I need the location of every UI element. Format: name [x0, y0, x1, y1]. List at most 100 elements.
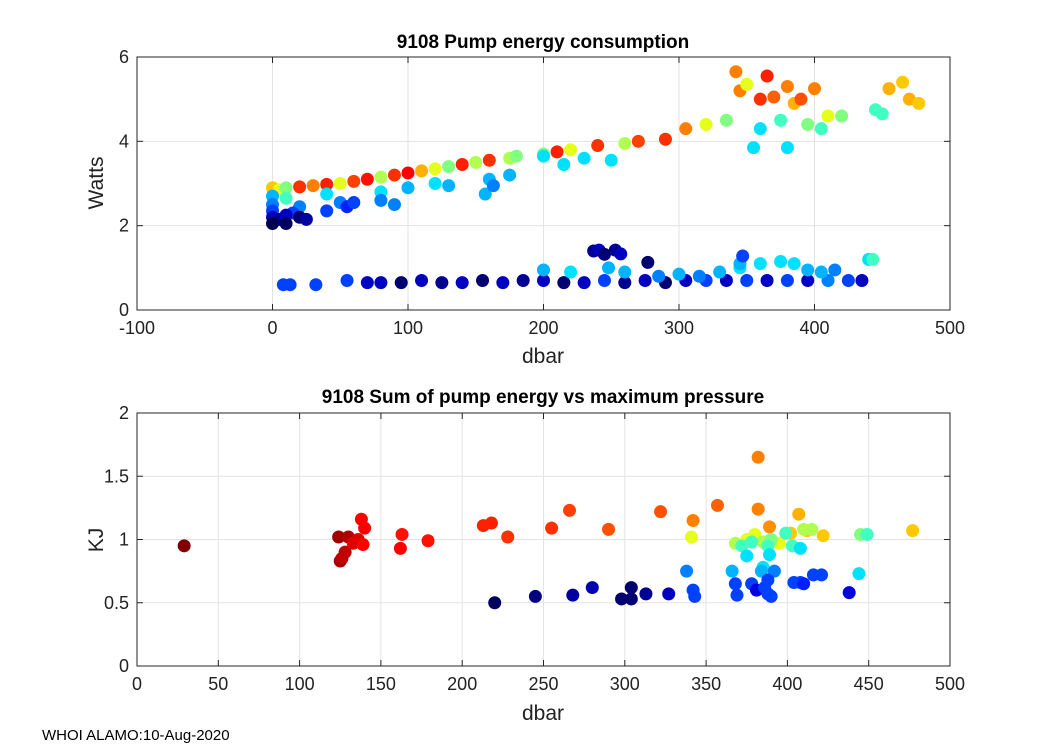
- data-point: [740, 273, 754, 287]
- data-point: [501, 530, 515, 544]
- data-point: [332, 530, 346, 544]
- data-point: [320, 187, 334, 201]
- data-point: [794, 92, 808, 106]
- data-point: [767, 90, 781, 104]
- y-tick-label: 1.5: [104, 466, 129, 486]
- x-tick-label: 300: [664, 318, 694, 338]
- data-point: [395, 527, 409, 541]
- data-point: [618, 276, 632, 290]
- data-point: [347, 174, 361, 188]
- data-point: [482, 153, 496, 167]
- data-point: [801, 273, 815, 287]
- data-point: [793, 541, 807, 555]
- data-point: [797, 577, 811, 591]
- data-point: [415, 273, 429, 287]
- data-point: [566, 588, 580, 602]
- data-point: [415, 164, 429, 178]
- y-tick-label: 0: [119, 300, 129, 320]
- data-point: [747, 141, 761, 155]
- data-point: [875, 107, 889, 121]
- data-point: [814, 122, 828, 136]
- data-point: [780, 141, 794, 155]
- data-point: [435, 276, 449, 290]
- x-tick-label: 150: [366, 674, 396, 694]
- data-point: [615, 592, 629, 606]
- data-point: [631, 134, 645, 148]
- data-point: [602, 522, 616, 536]
- y-tick-label: 0: [119, 656, 129, 676]
- x-tick-label: 500: [935, 318, 965, 338]
- x-tick-label: 450: [854, 674, 884, 694]
- data-point: [662, 587, 676, 601]
- chart-title: 9108 Sum of pump energy vs maximum press…: [322, 387, 764, 408]
- footer-credit: WHOI ALAMO:10-Aug-2020: [42, 727, 230, 744]
- data-point: [866, 252, 880, 266]
- data-point: [374, 193, 388, 207]
- data-point: [835, 109, 849, 123]
- data-point: [309, 278, 323, 292]
- data-point: [852, 567, 866, 581]
- data-point: [792, 507, 806, 521]
- data-point: [545, 521, 559, 535]
- x-tick-label: 350: [691, 674, 721, 694]
- data-point: [780, 273, 794, 287]
- data-point: [421, 534, 435, 548]
- data-point: [672, 267, 686, 281]
- data-point: [638, 273, 652, 287]
- data-point: [279, 191, 293, 205]
- data-point: [896, 75, 910, 89]
- data-point: [808, 82, 821, 96]
- data-point: [338, 545, 352, 559]
- data-point: [387, 168, 401, 182]
- scatter-points: [266, 65, 926, 292]
- data-point: [557, 158, 571, 172]
- x-tick-label: 250: [528, 674, 558, 694]
- data-point: [855, 273, 869, 287]
- data-point: [340, 273, 354, 287]
- x-tick-label: 100: [285, 674, 315, 694]
- data-point: [654, 505, 668, 519]
- data-point: [496, 276, 510, 290]
- y-tick-label: 6: [119, 47, 129, 67]
- data-point: [828, 263, 842, 277]
- data-point: [618, 136, 632, 150]
- data-point: [751, 502, 765, 516]
- data-point: [293, 180, 307, 194]
- data-point: [442, 179, 456, 193]
- data-point: [469, 155, 483, 169]
- x-axis-label: dbar: [522, 345, 564, 368]
- data-point: [713, 265, 727, 279]
- data-point: [710, 498, 724, 512]
- data-point: [740, 77, 754, 91]
- data-point: [428, 162, 442, 176]
- x-tick-label: -100: [119, 318, 155, 338]
- data-point: [394, 276, 408, 290]
- data-point: [360, 172, 374, 186]
- x-tick-label: 0: [267, 318, 277, 338]
- data-point: [774, 255, 788, 269]
- data-point: [692, 269, 706, 283]
- data-point: [763, 548, 777, 562]
- data-point: [356, 538, 370, 552]
- data-point: [577, 276, 591, 290]
- data-point: [374, 170, 388, 184]
- data-point: [550, 145, 564, 159]
- data-point: [658, 132, 672, 146]
- data-point: [753, 257, 767, 271]
- data-point: [618, 265, 632, 279]
- data-point: [805, 522, 819, 536]
- data-point: [736, 249, 750, 263]
- y-axis-label: KJ: [85, 528, 108, 553]
- data-point: [906, 524, 920, 538]
- data-point: [787, 257, 801, 271]
- data-point: [320, 204, 334, 218]
- data-point: [509, 149, 523, 163]
- data-point: [455, 276, 469, 290]
- data-point: [577, 151, 591, 165]
- data-point: [455, 158, 469, 172]
- data-point: [360, 276, 374, 290]
- data-point: [564, 143, 578, 157]
- data-point: [860, 527, 874, 541]
- x-tick-label: 200: [528, 318, 558, 338]
